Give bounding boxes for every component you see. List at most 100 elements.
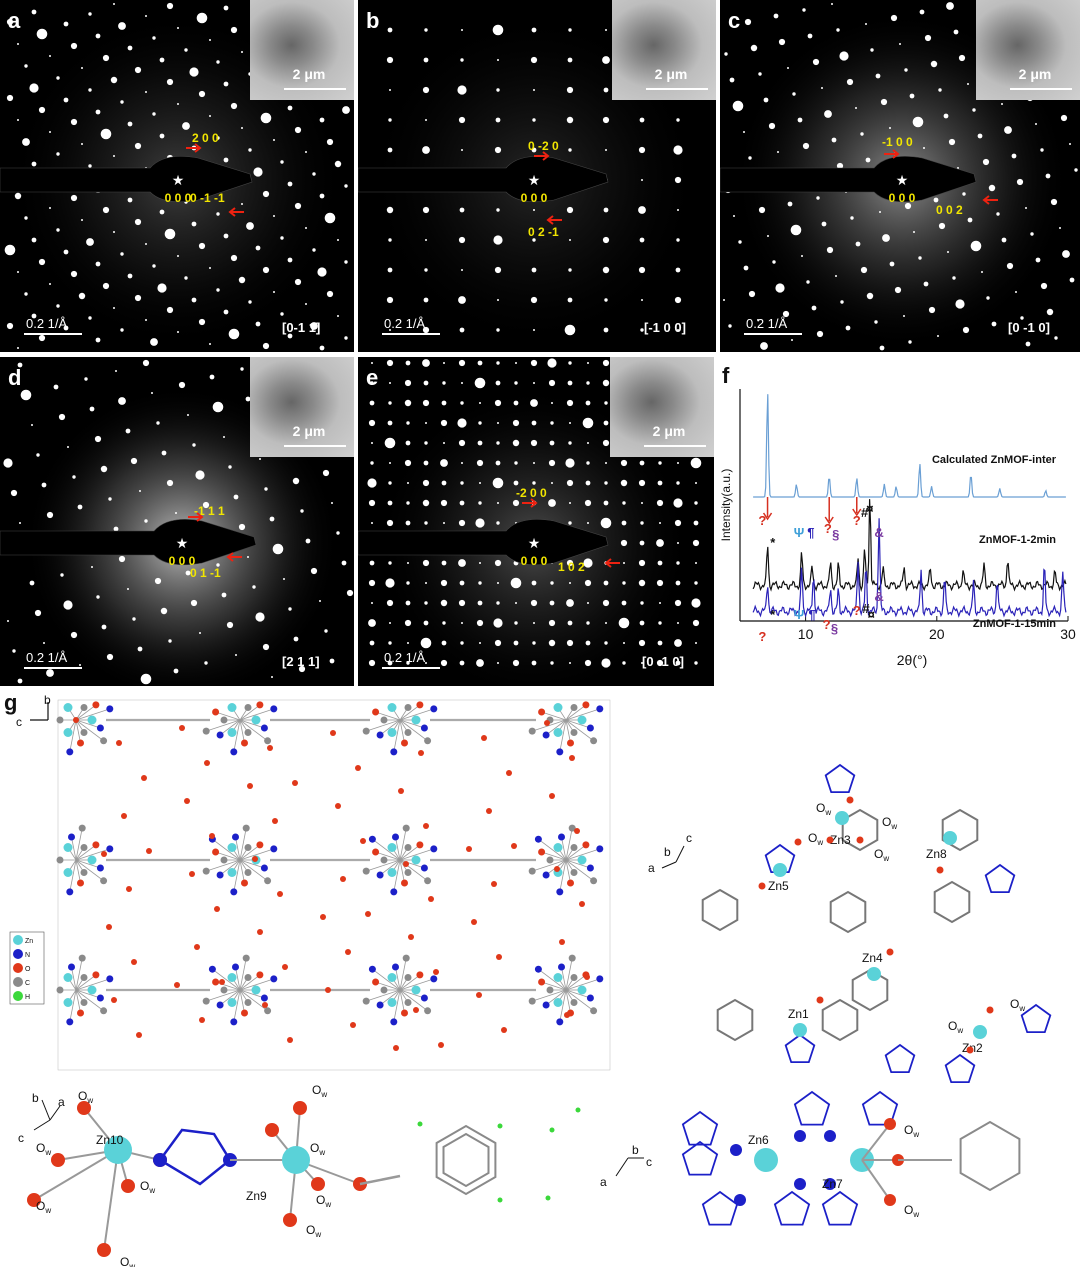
- diffraction-spot: [388, 561, 391, 564]
- diffraction-spot: [371, 522, 373, 524]
- diffraction-spot: [475, 378, 486, 389]
- atom: [412, 716, 421, 725]
- series-label: ZnMOF-1-15min: [973, 618, 1056, 630]
- diffraction-spot: [867, 293, 873, 299]
- hydrogen-atom: [550, 1128, 555, 1133]
- diffraction-spot: [745, 19, 751, 25]
- diffraction-spot: [461, 382, 463, 384]
- atom: [203, 868, 210, 875]
- origin-star: ★: [896, 172, 909, 188]
- diffraction-spot: [273, 291, 275, 293]
- diffraction-spot: [532, 581, 537, 586]
- diffraction-spot: [866, 158, 871, 163]
- diffraction-spot: [1059, 227, 1061, 229]
- diffraction-spot: [231, 255, 237, 261]
- diffraction-spot: [944, 114, 949, 119]
- diffraction-spot: [788, 202, 793, 207]
- diffraction-spot: [923, 147, 925, 149]
- diffraction-spot: [744, 266, 749, 271]
- diffraction-spot: [479, 562, 481, 564]
- diffraction-spot: [568, 148, 571, 151]
- diffraction-spot: [103, 283, 109, 289]
- atom: [88, 716, 97, 725]
- series-label: Calculated ZnMOF-inter: [932, 454, 1057, 466]
- atom: [241, 740, 248, 747]
- scale-label: 0.2 1/Å: [26, 316, 68, 331]
- diffraction-spot: [497, 582, 499, 584]
- legend-swatch: [13, 949, 23, 959]
- diffraction-spot: [388, 238, 391, 241]
- atom: [57, 987, 64, 994]
- diffraction-spot: [477, 620, 483, 626]
- zinc-label: Zn9: [246, 1189, 267, 1203]
- imidazole-ring: [1022, 1005, 1051, 1032]
- diffraction-spot: [182, 122, 190, 130]
- atom: [264, 1007, 271, 1014]
- atom: [203, 998, 210, 1005]
- diffraction-spot: [514, 621, 517, 624]
- diffraction-spot: [1041, 283, 1047, 289]
- atom: [377, 872, 384, 879]
- atom: [106, 845, 113, 852]
- diffraction-spot: [478, 581, 481, 584]
- zinc-label: Zn5: [768, 879, 789, 893]
- diffraction-spot: [132, 617, 135, 620]
- peak-marker: §: [831, 621, 838, 636]
- atom: [529, 998, 536, 1005]
- hydrogen-atom: [418, 1122, 423, 1127]
- diffraction-spot: [531, 57, 537, 63]
- diffraction-spot: [264, 487, 267, 490]
- diffraction-spot: [533, 209, 535, 211]
- diffraction-spot: [88, 316, 91, 319]
- diffraction-spot: [405, 380, 411, 386]
- diffraction-spot: [443, 522, 445, 524]
- diffraction-spot: [263, 343, 269, 349]
- diffraction-spot: [422, 146, 430, 154]
- diffraction-spot: [677, 542, 679, 544]
- oxygen-atom: [827, 837, 834, 844]
- water-oxygen: [121, 813, 127, 819]
- diffraction-spot: [81, 67, 83, 69]
- diffraction-spot: [241, 51, 243, 53]
- scale-label: 0.2 1/Å: [384, 650, 426, 665]
- diffraction-spot: [127, 588, 129, 590]
- atom: [543, 732, 550, 739]
- diffraction-spot: [342, 561, 347, 566]
- scale-label: 0.2 1/Å: [384, 316, 426, 331]
- diffraction-spot: [674, 639, 682, 647]
- diffraction-spot: [280, 312, 283, 315]
- diffraction-spot: [856, 242, 861, 247]
- water-label: Ow: [120, 1255, 135, 1267]
- index-bottom: 1 0 2: [558, 560, 585, 574]
- diffraction-spot: [604, 401, 607, 404]
- water-oxygen: [252, 856, 258, 862]
- oxygen-atom: [847, 797, 854, 804]
- diffraction-spot: [113, 3, 115, 5]
- diffraction-spot: [424, 268, 427, 271]
- water-label: Ow: [874, 847, 889, 863]
- diffraction-spot: [405, 400, 411, 406]
- diffraction-spot: [889, 127, 891, 129]
- diffraction-spot: [791, 339, 793, 341]
- atom: [558, 834, 565, 841]
- diffraction-spot: [749, 291, 755, 297]
- atom: [424, 877, 431, 884]
- diffraction-spot: [280, 160, 283, 163]
- water-oxygen: [486, 808, 492, 814]
- packing-frame: [58, 700, 610, 1070]
- inset-scale-b: 2 μm: [612, 66, 716, 82]
- oxygen-atom: [283, 1213, 297, 1227]
- diffraction-spot: [764, 98, 769, 103]
- diffraction-spot: [64, 250, 69, 255]
- atom: [388, 868, 397, 877]
- diffraction-spot: [476, 659, 484, 667]
- diffraction-spot: [388, 268, 393, 273]
- atom: [401, 880, 408, 887]
- diffraction-spot: [931, 61, 937, 67]
- diffraction-spot: [566, 599, 574, 607]
- atom: [232, 834, 239, 841]
- inset-scalebar-d: [284, 445, 346, 447]
- diffraction-spot: [673, 498, 682, 507]
- diffraction-spot: [255, 612, 264, 621]
